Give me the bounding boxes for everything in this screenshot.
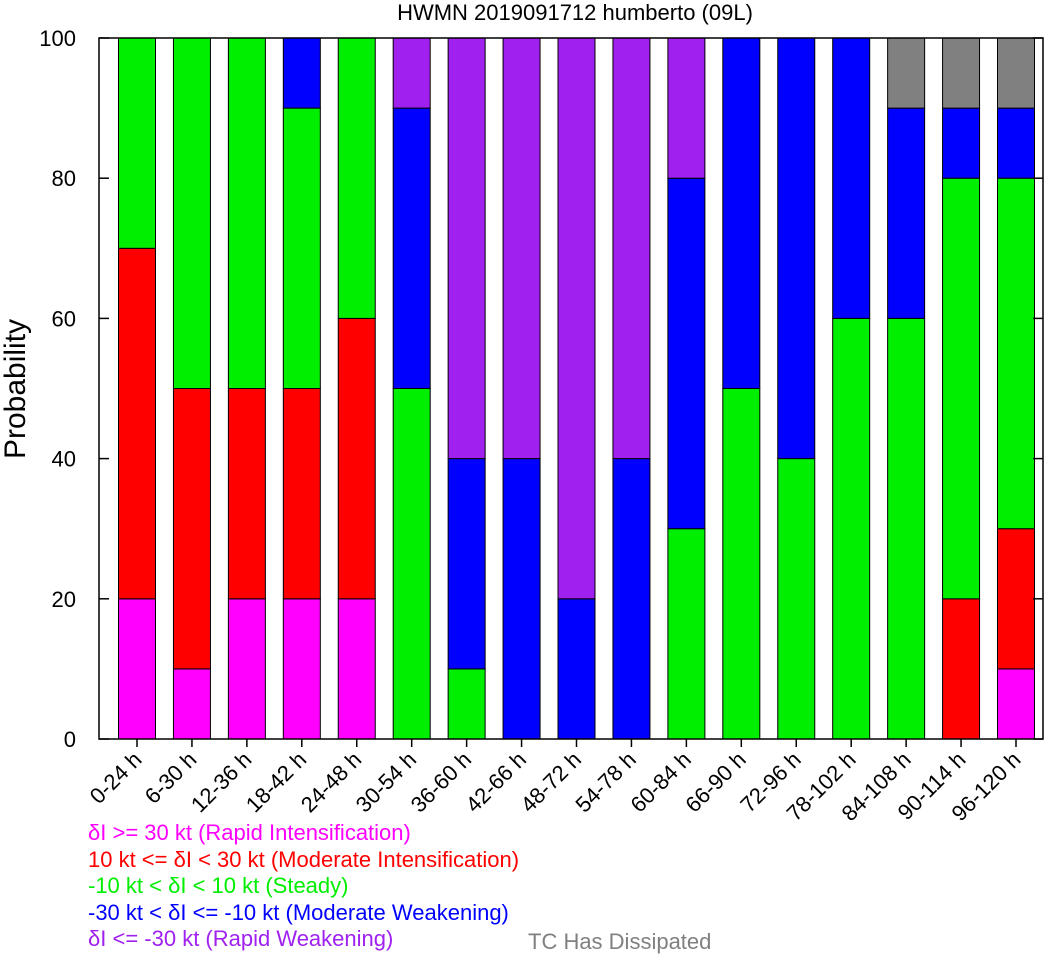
chart-title: HWMN 2019091712 humberto (09L)	[397, 0, 753, 25]
bar-segment-0-24h-s1	[118, 247, 156, 600]
x-tick-label-0-24h: 0-24 h	[85, 747, 147, 809]
bar-segment-6-30h-s2	[172, 37, 211, 389]
bar-segment-18-42h-s3	[282, 37, 321, 109]
bar-segment-84-108h-s5	[887, 37, 926, 109]
bar-segment-60-84h-s2	[667, 528, 706, 740]
bar-segment-78-102h-s2	[832, 317, 871, 740]
legend: δI >= 30 kt (Rapid Intensification) 10 k…	[88, 820, 519, 953]
bar-segment-84-108h-s2	[887, 317, 926, 740]
y-tick-label-0: 0	[64, 727, 76, 752]
bar-segment-30-54h-s2	[392, 388, 431, 740]
bar-segment-18-42h-s2	[282, 107, 321, 389]
bar-segment-90-114h-s3	[942, 107, 981, 179]
x-tick-label-12-36h: 12-36 h	[186, 747, 256, 817]
bar-chart: HWMN 2019091712 humberto (09L) Probabili…	[0, 0, 1044, 820]
x-tick-label-18-42h: 18-42 h	[241, 747, 311, 817]
bar-segment-96-120h-s2	[997, 177, 1035, 530]
x-tick-label-42-66h: 42-66 h	[461, 747, 531, 817]
bar-segment-24-48h-s2	[337, 37, 376, 319]
x-axis: 0-24 h6-30 h12-36 h18-42 h24-48 h30-54 h…	[85, 739, 1026, 820]
bar-segment-12-36h-s2	[227, 37, 266, 389]
bar-segment-12-36h-s1	[227, 388, 266, 600]
bar-segment-96-120h-s1	[997, 528, 1035, 670]
bar-segment-12-36h-s0	[227, 598, 266, 740]
bar-segment-0-24h-s2	[118, 37, 156, 249]
bar-segment-90-114h-s1	[942, 598, 981, 740]
legend-item-moderate-weakening: -30 kt < δI <= -10 kt (Moderate Weakenin…	[88, 899, 509, 925]
y-tick-label-80: 80	[52, 166, 76, 191]
legend-item-rapid-intensification: δI >= 30 kt (Rapid Intensification)	[88, 820, 411, 845]
bar-segment-90-114h-s5	[942, 37, 981, 109]
bar-segment-60-84h-s4	[667, 37, 706, 179]
bar-segment-48-72h-s4	[557, 37, 596, 600]
plot-frame	[98, 37, 1044, 740]
bar-segment-72-96h-s3	[777, 37, 816, 460]
legend-item-rapid-weakening: δI <= -30 kt (Rapid Weakening)	[88, 926, 394, 951]
bar-segment-6-30h-s0	[172, 668, 211, 740]
bar-segment-72-96h-s2	[777, 458, 816, 740]
x-tick-label-48-72h: 48-72 h	[516, 747, 586, 817]
bar-segment-30-54h-s3	[392, 107, 431, 389]
bar-segment-54-78h-s4	[612, 37, 651, 460]
bar-segment-66-90h-s3	[722, 37, 761, 389]
bar-segment-6-30h-s1	[172, 388, 211, 670]
x-tick-label-30-54h: 30-54 h	[351, 747, 421, 817]
bar-segment-36-60h-s3	[447, 458, 486, 670]
bar-segment-60-84h-s3	[667, 177, 706, 530]
y-tick-label-20: 20	[52, 587, 76, 612]
legend-item-dissipated: TC Has Dissipated	[528, 929, 712, 954]
y-axis-label: Probability	[0, 319, 32, 459]
x-tick-label-66-90h: 66-90 h	[680, 747, 750, 817]
bar-segment-42-66h-s4	[502, 37, 541, 460]
bar-segment-96-120h-s5	[997, 37, 1035, 109]
bar-segment-48-72h-s3	[557, 598, 596, 740]
bar-segment-90-114h-s2	[942, 177, 981, 600]
bar-segment-18-42h-s0	[282, 598, 321, 740]
y-tick-label-40: 40	[52, 447, 76, 472]
bar-segment-66-90h-s2	[722, 388, 761, 740]
bar-segment-78-102h-s3	[832, 37, 871, 319]
bar-segment-24-48h-s0	[337, 598, 376, 740]
x-tick-label-54-78h: 54-78 h	[571, 747, 641, 817]
bar-segment-36-60h-s2	[447, 668, 486, 740]
bar-segment-54-78h-s3	[612, 458, 651, 740]
y-tick-label-60: 60	[52, 306, 76, 331]
bar-segment-42-66h-s3	[502, 458, 541, 740]
x-tick-label-36-60h: 36-60 h	[406, 747, 476, 817]
bar-segment-96-120h-s3	[997, 107, 1035, 179]
bar-segment-96-120h-s0	[997, 668, 1035, 740]
bar-segment-0-24h-s0	[118, 598, 156, 740]
legend-item-steady: -10 kt < δI < 10 kt (Steady)	[88, 873, 349, 898]
x-tick-label-60-84h: 60-84 h	[625, 747, 695, 817]
y-tick-label-100: 100	[39, 26, 76, 51]
bar-segment-36-60h-s4	[447, 37, 486, 460]
y-axis: 0 20 40 60 80 100	[39, 26, 1043, 752]
x-tick-label-24-48h: 24-48 h	[296, 747, 366, 817]
bar-segment-18-42h-s1	[282, 388, 321, 600]
bar-segment-30-54h-s4	[392, 37, 431, 109]
bars-group	[118, 37, 1035, 740]
bar-segment-84-108h-s3	[887, 107, 926, 319]
bar-segment-24-48h-s1	[337, 317, 376, 600]
legend-item-moderate-intensification: 10 kt <= δI < 30 kt (Moderate Intensific…	[88, 846, 520, 872]
